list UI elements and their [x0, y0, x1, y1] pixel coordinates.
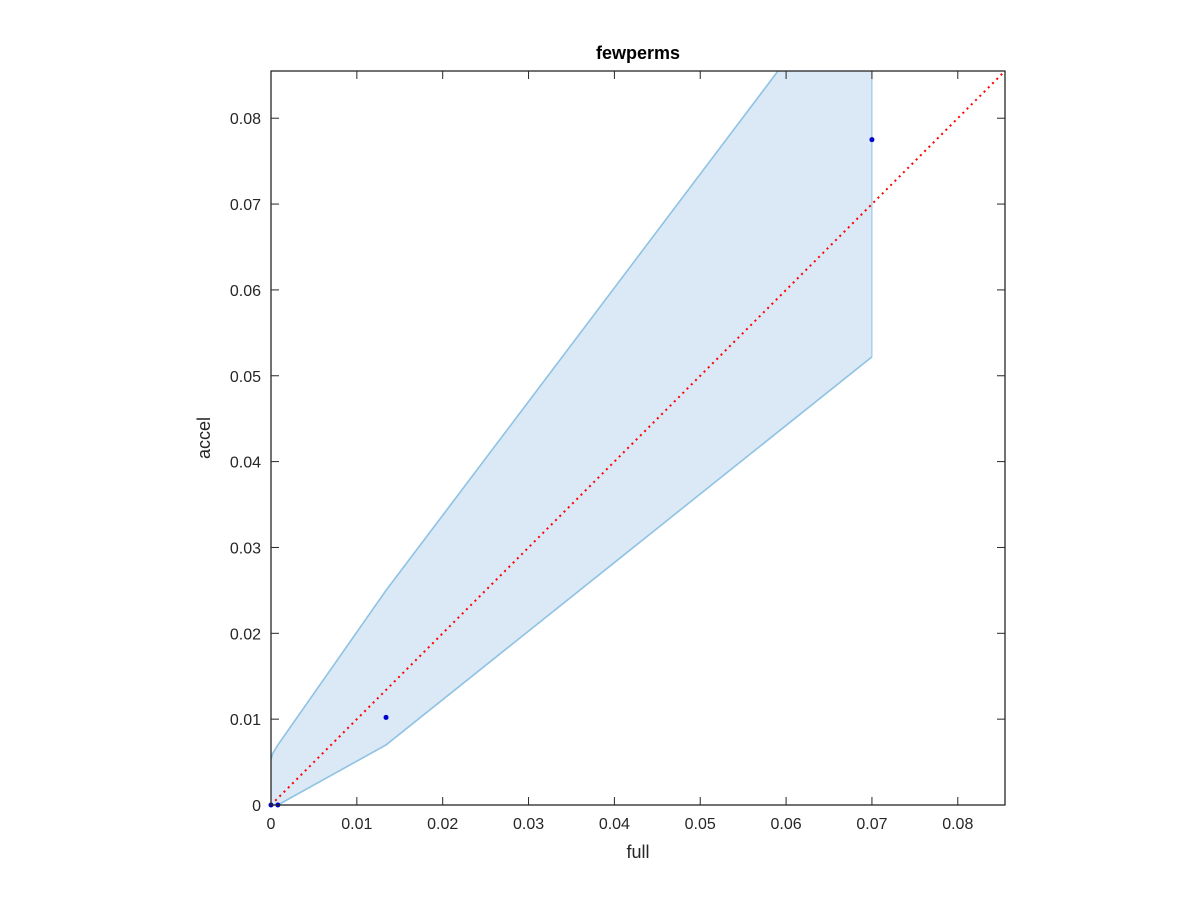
y-tick-label: 0.06 — [230, 283, 261, 300]
x-tick-label: 0.06 — [771, 816, 802, 833]
y-tick-label: 0.03 — [230, 540, 261, 557]
confidence-band-fill — [271, 71, 872, 805]
x-tick-label: 0 — [267, 816, 276, 833]
x-tick-label: 0.08 — [942, 816, 973, 833]
y-tick-label: 0.05 — [230, 369, 261, 386]
x-axis-label: full — [626, 842, 649, 862]
y-tick-label: 0.08 — [230, 111, 261, 128]
y-tick-label: 0.01 — [230, 712, 261, 729]
confidence-band-lower-line — [271, 356, 873, 805]
data-point — [383, 714, 389, 720]
chart-title: fewperms — [596, 43, 680, 63]
y-axis-label: accel — [194, 417, 214, 459]
reference-line — [271, 71, 1005, 805]
y-tick-label: 0 — [252, 798, 261, 815]
x-tick-label: 0.03 — [513, 816, 544, 833]
x-tick-label: 0.05 — [685, 816, 716, 833]
x-tick-label: 0.02 — [427, 816, 458, 833]
y-tick-label: 0.04 — [230, 455, 261, 472]
x-tick-label: 0.04 — [599, 816, 630, 833]
data-point — [869, 137, 875, 143]
x-tick-label: 0.07 — [856, 816, 887, 833]
y-tick-label: 0.02 — [230, 626, 261, 643]
confidence-band-upper-line — [271, 71, 779, 760]
y-tick-label: 0.07 — [230, 197, 261, 214]
x-tick-label: 0.01 — [341, 816, 372, 833]
plot-frame — [270, 70, 1006, 806]
